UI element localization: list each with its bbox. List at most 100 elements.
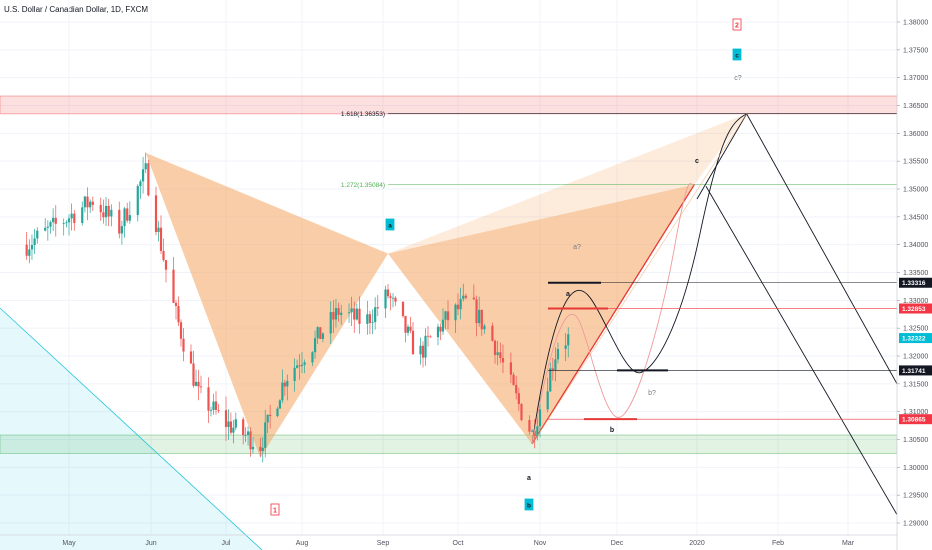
candle-body bbox=[157, 227, 160, 232]
candle-body bbox=[189, 351, 193, 364]
candle-body bbox=[46, 226, 49, 228]
wave-label-2-text: 2 bbox=[735, 23, 739, 30]
candle-body bbox=[229, 421, 233, 433]
candle-body bbox=[246, 431, 250, 436]
price-tick-label: 1.31000 bbox=[903, 409, 928, 416]
candle-body bbox=[321, 333, 325, 339]
candle-body bbox=[159, 227, 163, 252]
candle-body bbox=[107, 205, 110, 217]
candle-body bbox=[232, 427, 235, 433]
time-tick-label: Sep bbox=[377, 540, 390, 547]
candle-body bbox=[411, 330, 415, 355]
price-zones bbox=[0, 95, 898, 550]
price-tag[interactable]: 1.30865 bbox=[899, 414, 932, 425]
price-tag[interactable]: 1.32853 bbox=[899, 303, 932, 314]
candle-body bbox=[91, 201, 94, 205]
pattern-triangle-extension bbox=[388, 113, 747, 254]
candle-body bbox=[376, 307, 379, 309]
candle-body bbox=[86, 196, 89, 208]
time-tick-label: Dec bbox=[611, 540, 624, 547]
candle-body bbox=[303, 362, 306, 365]
candle-body bbox=[70, 213, 73, 219]
price-tick-label: 1.33500 bbox=[903, 270, 928, 277]
candle-body bbox=[234, 419, 237, 428]
candle-body bbox=[264, 422, 267, 448]
fib-label: 1.272(1.35084) bbox=[341, 182, 385, 189]
candle-body bbox=[439, 326, 442, 332]
candle-body bbox=[227, 421, 230, 427]
price-tag-label: 1.31741 bbox=[902, 368, 926, 375]
candle-body bbox=[110, 209, 113, 217]
wave-label-c-primary: c bbox=[732, 48, 742, 61]
candle-body bbox=[217, 409, 220, 411]
candle-body bbox=[332, 312, 335, 320]
wave-label-a-lower: a bbox=[527, 475, 531, 482]
price-tag[interactable]: 1.32322 bbox=[899, 333, 932, 344]
candle-body bbox=[104, 205, 108, 218]
price-tick-label: 1.34500 bbox=[903, 214, 928, 221]
price-tick-label: 1.38000 bbox=[903, 20, 928, 27]
candle-body bbox=[174, 302, 178, 306]
wave-label-1-text: 1 bbox=[273, 508, 277, 515]
price-tag-box bbox=[899, 414, 932, 425]
candle-body bbox=[429, 336, 432, 338]
candle-body bbox=[118, 209, 121, 234]
candle-body bbox=[249, 431, 252, 450]
candle-body bbox=[81, 207, 84, 223]
time-tick-label: May bbox=[62, 540, 76, 547]
candle-body bbox=[459, 298, 462, 310]
wave-label-a-minor: a bbox=[566, 291, 570, 298]
wave-label-2: 2 bbox=[732, 18, 742, 31]
candle-body bbox=[67, 218, 71, 223]
candle-body bbox=[436, 326, 440, 338]
candle-body bbox=[164, 260, 168, 270]
candle-body bbox=[33, 238, 36, 245]
candle-body bbox=[426, 335, 430, 337]
candle-body bbox=[212, 401, 215, 410]
candle-body bbox=[102, 212, 105, 218]
wave-label-1-box bbox=[270, 503, 280, 516]
candle-body bbox=[300, 364, 304, 367]
candle-body bbox=[44, 227, 47, 231]
wave-label-a-question: a? bbox=[573, 244, 581, 251]
wave-label-b-question: b? bbox=[648, 390, 656, 397]
wave-label-c-primary-text: c bbox=[735, 53, 739, 60]
price-tag[interactable]: 1.31741 bbox=[899, 365, 932, 376]
candle-body bbox=[278, 400, 282, 409]
candle-body bbox=[533, 430, 536, 437]
candle-body bbox=[269, 414, 272, 417]
candle-body bbox=[54, 217, 57, 224]
wave-label-a-primary-text: a bbox=[388, 223, 392, 230]
candle-body bbox=[214, 401, 218, 410]
candle-body bbox=[386, 289, 390, 297]
candle-body bbox=[480, 309, 483, 330]
candle-body bbox=[464, 295, 468, 298]
candle-body bbox=[456, 304, 460, 310]
wave-label-b-minor: b bbox=[610, 427, 614, 434]
time-tick-label: 2020 bbox=[689, 540, 705, 547]
price-tick-label: 1.37500 bbox=[903, 47, 928, 54]
candle-body bbox=[136, 186, 139, 216]
cd-leg-line bbox=[531, 184, 695, 445]
candle-body bbox=[144, 163, 147, 170]
wave-label-c-minor: c bbox=[695, 158, 699, 165]
time-axis[interactable]: May Jun Jul Aug Sep Oct Nov Dec 2020 Feb Mar bbox=[0, 534, 897, 547]
candle-body bbox=[389, 296, 392, 298]
wave-label-b-lower-box bbox=[524, 498, 534, 511]
candle-body bbox=[154, 195, 158, 232]
fall-line-2 bbox=[705, 185, 898, 515]
trend-line bbox=[0, 307, 263, 550]
price-tag-box bbox=[899, 365, 932, 376]
candle-body bbox=[65, 222, 68, 224]
projection-paths bbox=[531, 113, 898, 515]
price-tag-label: 1.32853 bbox=[902, 306, 926, 313]
price-tag[interactable]: 1.33316 bbox=[899, 277, 932, 288]
candle-body bbox=[49, 222, 52, 227]
candle-body bbox=[179, 322, 183, 339]
candle-body bbox=[404, 316, 407, 333]
wave-label-a-primary: a bbox=[385, 218, 395, 231]
candle-body bbox=[244, 435, 247, 436]
price-axis[interactable]: 1.29000 1.29500 1.30000 1.30500 1.31000 1.315… bbox=[896, 0, 932, 550]
wave-label-b-lower-text: b bbox=[527, 503, 531, 510]
